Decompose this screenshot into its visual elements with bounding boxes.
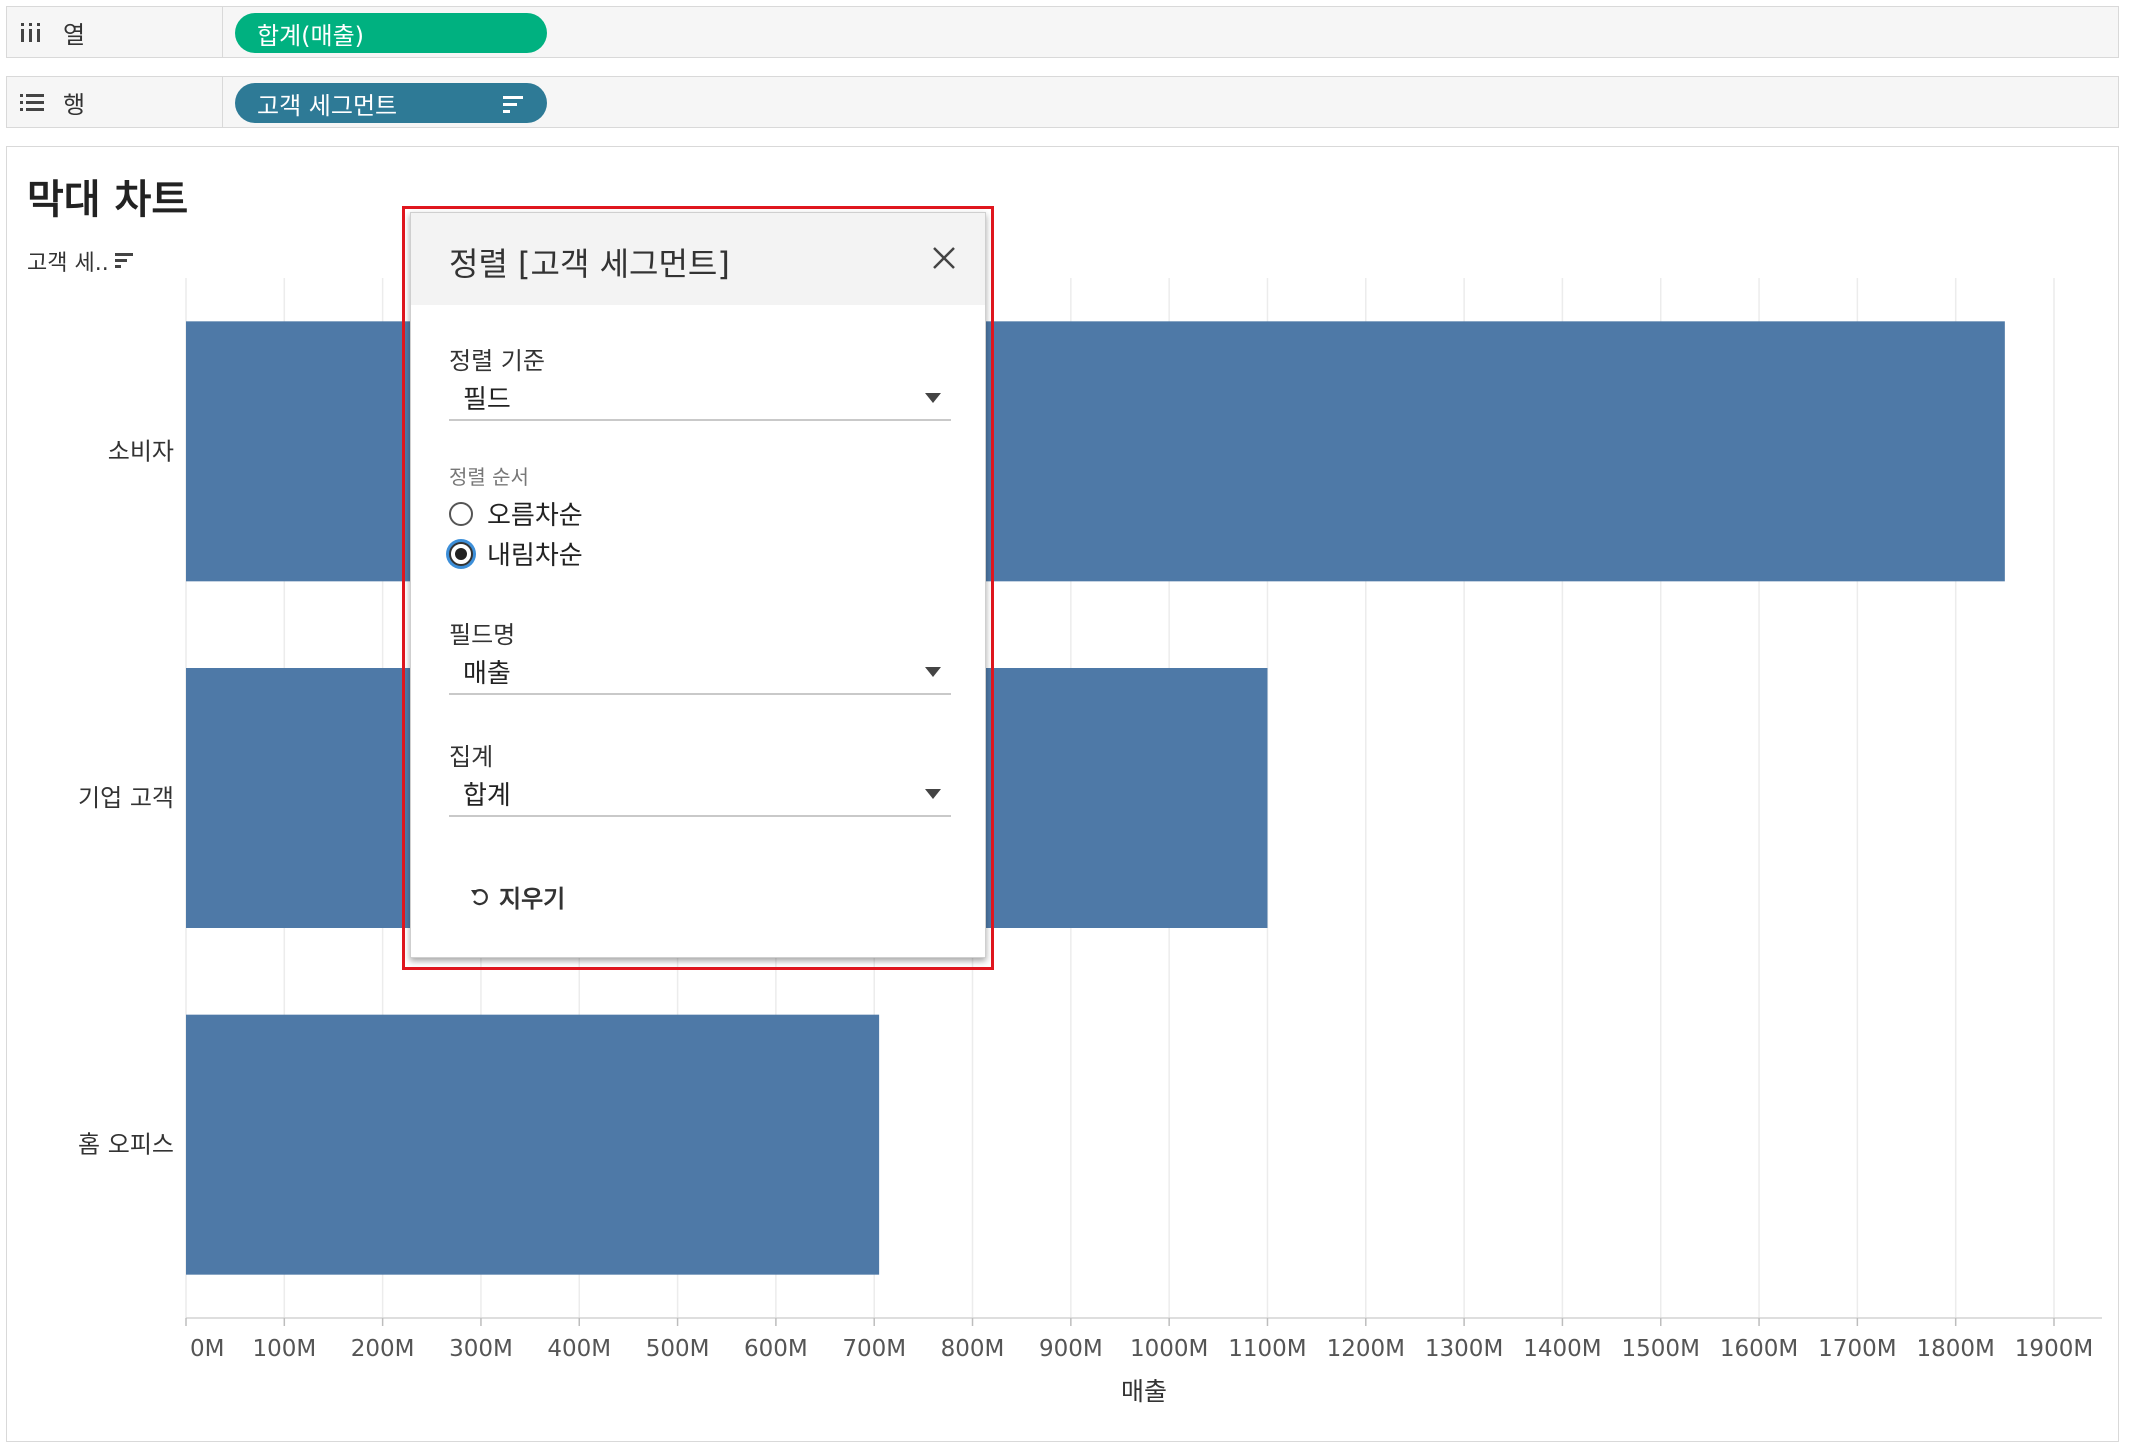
x-tick-label: 500M: [646, 1336, 710, 1362]
aggregation-label: 집계: [449, 743, 494, 771]
field-name-value: 매출: [463, 659, 511, 689]
category-label: 홈 오피스: [78, 1131, 174, 1159]
sort-order-label: 정렬 순서: [449, 465, 529, 489]
close-icon[interactable]: [929, 243, 959, 273]
x-tick-label: 900M: [1039, 1336, 1103, 1362]
sort-descending-icon[interactable]: [503, 93, 525, 121]
sort-icon[interactable]: [114, 252, 135, 270]
chevron-down-icon: [925, 789, 941, 799]
x-tick-label: 1100M: [1228, 1336, 1306, 1362]
chevron-down-icon: [925, 393, 941, 403]
field-name-label: 필드명: [449, 621, 516, 649]
rows-icon: [19, 92, 53, 112]
rows-shelf-label: 행: [7, 77, 223, 127]
columns-label-text: 열: [63, 20, 86, 49]
x-tick-label: 400M: [547, 1336, 611, 1362]
rows-label-text: 행: [63, 90, 86, 119]
radio-ascending[interactable]: 오름차순: [449, 495, 583, 532]
x-tick-label: 1800M: [1916, 1336, 1994, 1362]
sort-by-select[interactable]: 필드: [449, 377, 951, 421]
x-tick-label: 1600M: [1720, 1336, 1798, 1362]
x-tick-label: 600M: [744, 1336, 808, 1362]
x-tick-label: 1300M: [1425, 1336, 1503, 1362]
sort-by-label: 정렬 기준: [449, 347, 545, 375]
sheet-title: 막대 차트: [27, 177, 189, 223]
x-tick-label: 1900M: [2015, 1336, 2093, 1362]
aggregation-select[interactable]: 합계: [449, 773, 951, 817]
aggregation-value: 합계: [463, 781, 511, 811]
x-tick-label: 100M: [252, 1336, 316, 1362]
rows-pill-text: 고객 세그먼트: [257, 91, 398, 120]
x-tick-label: 1400M: [1523, 1336, 1601, 1362]
x-tick-label: 700M: [842, 1336, 906, 1362]
dimension-header-text: 고객 세..: [27, 251, 109, 276]
radio-button-selected[interactable]: [449, 541, 473, 566]
x-tick-label: 200M: [351, 1336, 415, 1362]
category-label: 소비자: [108, 437, 174, 465]
rows-shelf: 행 고객 세그먼트: [6, 76, 2119, 128]
x-tick-label: 800M: [941, 1336, 1005, 1362]
columns-pill-sum-sales[interactable]: 합계(매출): [235, 13, 547, 53]
sort-by-value: 필드: [463, 385, 511, 415]
rows-pill-customer-segment[interactable]: 고객 세그먼트: [235, 83, 547, 123]
columns-shelf-label: 열: [7, 7, 223, 57]
columns-icon: [19, 21, 53, 43]
clear-label: 지우기: [499, 885, 566, 913]
bar[interactable]: [186, 1014, 880, 1275]
radio-button[interactable]: [449, 501, 473, 526]
dialog-title: 정렬 [고객 세그먼트]: [449, 245, 730, 283]
radio-descending[interactable]: 내림차순: [449, 535, 583, 572]
x-tick-label: 1700M: [1818, 1336, 1896, 1362]
x-axis-title: 매출: [1121, 1377, 1167, 1406]
columns-pill-text: 합계(매출): [257, 21, 365, 50]
reset-icon: [471, 888, 488, 905]
x-tick-label: 300M: [449, 1336, 513, 1362]
radio-ascending-label: 오름차순: [487, 501, 583, 531]
radio-descending-label: 내림차순: [487, 541, 583, 571]
x-tick-label: 1500M: [1622, 1336, 1700, 1362]
chevron-down-icon: [925, 667, 941, 677]
clear-button[interactable]: 지우기: [469, 879, 565, 914]
field-name-select[interactable]: 매출: [449, 651, 951, 695]
dialog-highlight-box: [402, 206, 994, 970]
category-label: 기업 고객: [78, 784, 174, 812]
x-tick-label: 1000M: [1130, 1336, 1208, 1362]
dialog-header: 정렬 [고객 세그먼트]: [411, 213, 985, 305]
columns-shelf: 열 합계(매출): [6, 6, 2119, 58]
dimension-header[interactable]: 고객 세..: [27, 245, 135, 277]
x-tick-label: 0M: [190, 1336, 224, 1362]
x-tick-label: 1200M: [1327, 1336, 1405, 1362]
sort-dialog: 정렬 [고객 세그먼트] 정렬 기준 필드 정렬 순서 오름차순 내림차순 필드…: [410, 212, 986, 958]
